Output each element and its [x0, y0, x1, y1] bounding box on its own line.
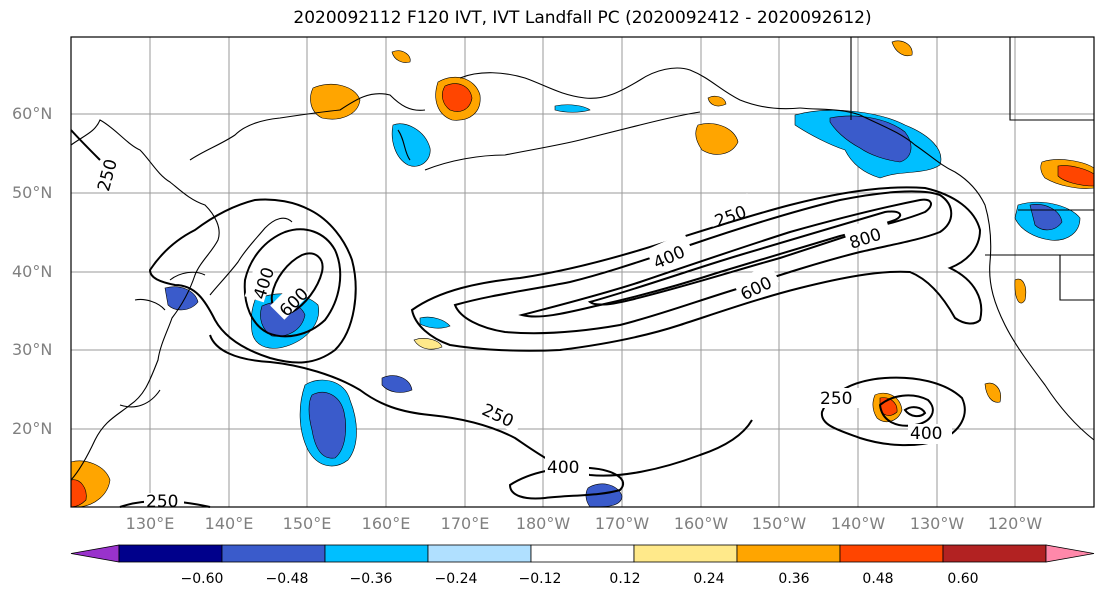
colorbar-tick-label: −0.12 [518, 571, 562, 587]
colorbar-tick-label: −0.36 [349, 571, 393, 587]
contour-label: 400 [547, 458, 579, 478]
colorbar-tick-label: −0.60 [180, 571, 224, 587]
neg-blob-alaska-core [829, 115, 912, 163]
colorbar-tick-label: 0.36 [778, 571, 810, 587]
contour-800-main [587, 210, 902, 306]
pos-blob-small3 [984, 382, 1001, 403]
pos-blob-siberia [310, 84, 361, 120]
colorbar-tick-label: 0.12 [609, 571, 641, 587]
neg-blob-wpac-core [308, 392, 346, 459]
map-frame [70, 36, 1095, 508]
pos-blob-nw [391, 50, 411, 63]
pos-blob-nw2 [891, 40, 913, 57]
neg-blob-tropics [585, 483, 623, 508]
lon-label: 170°E [440, 514, 490, 533]
pos-blob-gulf [695, 123, 739, 155]
ivt-contours [70, 129, 983, 508]
colorbar [70, 544, 1095, 563]
lat-label: 60°N [12, 104, 53, 123]
pos-blob-bering-sea-core [441, 83, 473, 112]
neg-blob-bering [554, 104, 591, 113]
lon-label: 130°E [125, 514, 175, 533]
lon-label: 150°E [282, 514, 332, 533]
colorbar-segment [221, 544, 326, 563]
colorbar-segment [118, 544, 223, 563]
colorbar-segment [942, 544, 1047, 563]
neg-blob-sub [419, 316, 451, 329]
lon-label: 130°W [909, 514, 965, 533]
lon-label: 140°E [204, 514, 254, 533]
colorbar-tick-label: −0.24 [434, 571, 478, 587]
lon-label: 120°W [987, 514, 1043, 533]
contour-250-nw [70, 129, 101, 161]
colorbar-tick-label: 0.60 [947, 571, 979, 587]
lon-label: 140°W [830, 514, 886, 533]
colorbar-segment [427, 544, 532, 563]
pos-blob-sw [1014, 278, 1027, 304]
colorbar-tick-label: 0.48 [862, 571, 894, 587]
lat-label: 30°N [12, 340, 53, 359]
colorbar-segment [839, 544, 944, 563]
contour-label-group: 250 250 250 400 400 400 400 600 600 800 … [88, 157, 952, 512]
pos-blob-small2 [413, 338, 443, 350]
contour-label: 400 [910, 424, 942, 444]
contour-label: 250 [146, 492, 178, 512]
contour-250-trop [209, 334, 753, 477]
colorbar-extend-max [1045, 544, 1095, 563]
colorbar-segment [736, 544, 841, 563]
map-title: 2020092112 F120 IVT, IVT Landfall PC (20… [293, 8, 872, 28]
colorbar-segment [530, 544, 635, 563]
pos-blob-small1 [707, 95, 727, 107]
colorbar-tick-label: 0.24 [693, 571, 725, 587]
lon-label: 160°W [673, 514, 729, 533]
contour-250-hi [820, 376, 966, 447]
contour-label: 250 [820, 389, 852, 409]
contour-600-hi [903, 406, 927, 418]
contour-400-jp [243, 228, 342, 338]
lat-label: 20°N [12, 419, 53, 438]
neg-blob-kamchatka [391, 123, 431, 167]
lon-label: 150°W [751, 514, 807, 533]
lat-label: 40°N [12, 262, 53, 281]
contour-400-main [453, 190, 953, 335]
contour-400-hi [878, 394, 934, 427]
lat-label: 50°N [12, 183, 53, 202]
contour-250-main [410, 186, 983, 352]
neg-blob-pnw-core [1029, 204, 1063, 231]
colorbar-extend-min [70, 544, 120, 563]
neg-blob-japan-west [164, 286, 199, 311]
colorbar-tick-label: −0.48 [265, 571, 309, 587]
lon-label: 180°W [515, 514, 571, 533]
contour-250-jp [148, 198, 357, 364]
lon-label: 160°E [361, 514, 411, 533]
lon-label: 170°W [594, 514, 650, 533]
contour-600-main [518, 198, 932, 318]
colorbar-segment [324, 544, 429, 563]
colorbar-segment [633, 544, 738, 563]
neg-blob-hi [381, 375, 413, 393]
coastlines [70, 37, 1095, 481]
